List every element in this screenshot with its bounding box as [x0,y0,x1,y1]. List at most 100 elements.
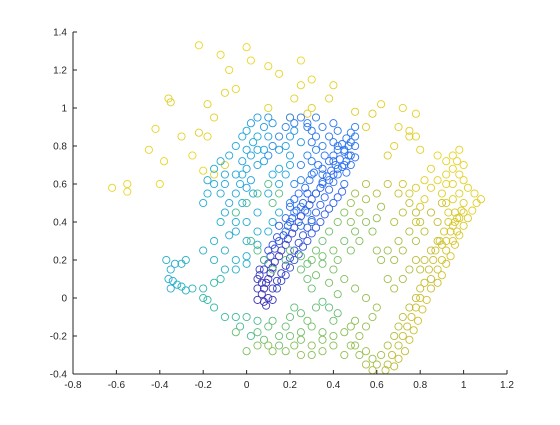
data-point [448,151,457,160]
data-point [259,122,269,132]
data-point [225,151,234,160]
data-point [242,43,251,52]
data-point [463,214,472,223]
data-point [303,119,312,128]
data-point [325,204,334,213]
data-point [346,128,355,137]
data-point [329,316,338,325]
data-point [301,183,310,192]
data-point [390,255,399,265]
data-point [416,217,425,227]
data-point [383,341,392,350]
data-point [340,179,349,189]
data-point [333,290,342,299]
data-point [238,170,247,179]
data-point [253,316,262,325]
data-point [259,284,269,293]
data-point [470,189,479,198]
data-point [476,195,486,204]
data-point [303,208,312,217]
data-point [453,227,462,236]
data-point [409,326,418,335]
data-point [307,195,316,204]
data-point [340,160,349,170]
data-point [268,141,277,151]
data-point [188,151,197,160]
data-point [351,132,360,141]
data-point [413,316,423,325]
data-point [231,217,240,227]
data-point [426,246,436,255]
data-point [318,328,327,337]
data-point [210,236,219,246]
data-point [418,305,427,314]
data-point [238,132,247,141]
data-point [264,113,273,122]
data-point [351,316,360,325]
data-point [325,185,334,194]
data-point [318,335,327,344]
x-tick-label: -0.2 [195,380,213,391]
data-point [259,265,269,274]
data-point [311,132,321,141]
data-point [398,103,407,113]
data-point [231,227,240,236]
data-point [437,255,446,265]
data-point [155,179,164,189]
data-point [457,206,466,215]
data-point [275,252,284,261]
data-point [463,183,472,192]
data-point [272,284,282,293]
data-point [446,252,455,261]
data-point [416,145,425,154]
data-point [437,271,446,280]
data-point [442,170,451,179]
data-point [437,189,446,198]
data-point [285,160,295,170]
data-point [301,206,310,215]
data-point [318,141,327,151]
data-point [426,183,436,192]
data-point [216,157,225,166]
x-ticks: -0.8 -0.6 -0.4 -0.2 0 0.2 0.4 0.6 0.8 1 1.2 [64,370,514,391]
data-point [255,271,264,280]
data-point [459,160,468,170]
data-point [285,263,295,272]
data-point [340,208,349,217]
data-point [416,265,425,274]
data-point [259,255,269,265]
data-point [361,179,371,189]
y-tick-label: 0 [61,294,67,305]
data-point [296,328,305,337]
data-point [253,208,262,217]
data-point [333,141,342,151]
data-point [181,286,190,295]
data-point [281,240,290,249]
data-point [281,255,290,265]
data-point [351,122,360,132]
data-point [426,284,436,293]
data-point [411,109,420,118]
data-point [448,179,457,189]
data-point [242,164,251,173]
data-point [320,210,329,219]
data-point [307,216,316,225]
data-point [442,179,451,189]
y-tick-label: 1 [61,104,67,115]
data-point [355,208,364,217]
data-point [351,284,360,293]
data-point [333,170,342,179]
data-point [296,309,305,318]
data-point [346,151,355,160]
data-point [405,265,414,274]
data-point [351,153,360,162]
data-point [123,187,132,196]
data-point [216,274,225,284]
data-point [253,341,262,350]
data-point [266,252,275,261]
data-point [177,282,186,291]
data-point [168,276,177,285]
data-point [242,217,251,227]
data-point [346,246,355,255]
